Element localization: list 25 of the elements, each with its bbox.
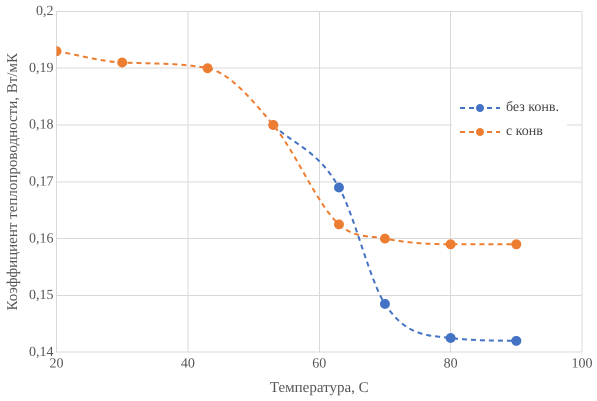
x-tick-label: 20 bbox=[50, 356, 64, 372]
point bbox=[334, 182, 344, 192]
point bbox=[446, 333, 456, 343]
point bbox=[446, 239, 456, 250]
legend-label: без конв. bbox=[506, 100, 559, 116]
point bbox=[380, 234, 390, 244]
x-tick-label: 60 bbox=[312, 356, 326, 372]
y-tick-label: 0,19 bbox=[29, 60, 54, 76]
x-tick-label: 80 bbox=[444, 356, 458, 372]
y-axis-title: Коэффициент теплопроводности, Вт/мК bbox=[4, 52, 21, 311]
point bbox=[117, 58, 128, 68]
y-tick-label: 0,17 bbox=[29, 174, 54, 190]
point bbox=[202, 63, 213, 74]
x-axis-title: Температура, С bbox=[270, 380, 369, 396]
x-tick-label: 100 bbox=[572, 356, 592, 372]
point bbox=[511, 239, 522, 250]
x-tick-label: 40 bbox=[180, 356, 195, 372]
y-tick-label: 0,16 bbox=[29, 231, 54, 246]
y-tick-label: 0,18 bbox=[29, 118, 54, 133]
y-tick-label: 0,15 bbox=[29, 288, 54, 304]
point bbox=[334, 219, 344, 230]
y-tick-label: 0,2 bbox=[36, 4, 54, 20]
point bbox=[511, 336, 522, 346]
legend-label: с конв bbox=[506, 124, 543, 140]
point bbox=[380, 298, 390, 309]
